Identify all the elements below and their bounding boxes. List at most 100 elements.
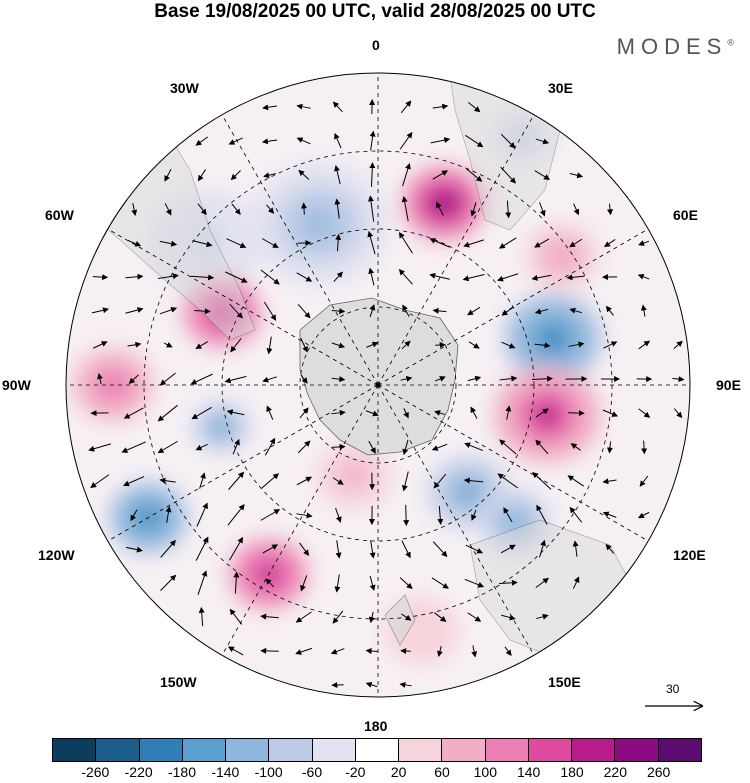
colorbar-swatch (53, 739, 96, 761)
wind-arrow (434, 376, 446, 382)
wind-arrow (435, 342, 446, 349)
wind-arrow (434, 612, 447, 622)
latitude-circle (299, 306, 457, 464)
wind-arrow (123, 407, 144, 419)
colorbar-tick-label: -180 (167, 764, 197, 780)
wind-arrow (199, 472, 206, 489)
wind-arrow (673, 408, 683, 419)
meridian-line (221, 384, 379, 656)
wind-arrow (534, 342, 551, 349)
wind-arrow (437, 645, 443, 658)
wind-arrow (197, 203, 207, 216)
wind-arrow (368, 440, 376, 454)
wind-arrow (331, 409, 346, 416)
wind-arrow (158, 273, 179, 280)
meridian-line (107, 228, 379, 386)
wind-arrow (539, 539, 546, 558)
wind-arrow (465, 134, 484, 148)
wind-arrow (470, 406, 478, 419)
wind-arrow (497, 473, 519, 489)
wind-arrow (263, 172, 277, 179)
colorbar-tick-label: 100 (473, 764, 498, 780)
label-120w: 120W (38, 547, 75, 563)
colorbar-swatch (268, 739, 312, 761)
wind-arrow (229, 536, 243, 561)
wind-arrow (467, 375, 482, 382)
wind-arrow (569, 238, 583, 248)
wind-arrow (332, 610, 344, 624)
wind-arrow (672, 376, 685, 383)
wind-arrow (92, 274, 109, 281)
colorbar-tick-label: 140 (516, 764, 541, 780)
colorbar-tick-label: -20 (345, 764, 366, 780)
wind-arrow (402, 439, 409, 456)
wind-arrow (194, 308, 211, 315)
wind-arrow (639, 475, 649, 487)
wind-arrow (265, 578, 275, 588)
wind-arrow (196, 502, 208, 527)
wind-arrow (539, 202, 546, 217)
map-title: Base 19/08/2025 00 UTC, valid 28/08/2025… (154, 1, 596, 22)
wind-arrow (602, 478, 617, 485)
wind-arrow (432, 103, 449, 110)
wind-arrow (297, 239, 312, 246)
wind-arrow (673, 340, 683, 350)
wind-arrow (467, 612, 482, 622)
wind-arrow (369, 540, 376, 559)
wind-arrow (297, 440, 311, 454)
wind-arrow (369, 130, 376, 151)
meridian-line (107, 384, 379, 542)
wind-arrow (468, 101, 481, 113)
wind-arrow (157, 440, 178, 454)
wind-arrow (300, 374, 308, 384)
wind-arrow (369, 575, 376, 592)
wind-arrow (93, 341, 108, 349)
wind-arrow (399, 131, 413, 150)
wind-arrow (569, 506, 583, 523)
colorbar-tick-label: 60 (434, 764, 450, 780)
label-30e: 30E (548, 80, 573, 96)
wind-arrow (465, 544, 484, 554)
wind-arrow (568, 341, 585, 348)
wind-arrow (197, 169, 207, 182)
wind-arrow (198, 606, 205, 627)
wind-arrow (260, 269, 280, 285)
wind-arrow (159, 240, 178, 247)
wind-arrow (296, 476, 313, 486)
wind-arrow (399, 681, 412, 688)
wind-arrow (637, 511, 650, 519)
colorbar-swatch (138, 739, 182, 761)
wind-arrow (300, 575, 308, 592)
wind-arrow (500, 133, 516, 149)
graticule (66, 73, 690, 697)
wind-arrow (401, 340, 411, 350)
wind-arrow (402, 162, 411, 187)
wind-arrow (569, 307, 582, 314)
wind-arrow (437, 505, 444, 525)
wind-arrow (298, 169, 310, 180)
colorbar-swatch (225, 739, 269, 761)
wind-arrow (300, 338, 308, 353)
wind-arrow (333, 271, 343, 283)
colorbar-swatch (657, 739, 701, 761)
wind-arrow (499, 579, 518, 586)
wind-arrow (401, 471, 409, 492)
wind-arrow (434, 410, 446, 416)
wind-arrow (570, 443, 581, 451)
reference-vector: 30 (640, 682, 710, 712)
wind-arrow (296, 512, 313, 519)
colorbar-tick-label: 220 (603, 764, 628, 780)
wind-arrow (573, 203, 580, 216)
wind-arrow (503, 507, 513, 523)
wind-arrow (164, 168, 172, 182)
label-120e: 120E (673, 547, 706, 563)
wind-arrow (499, 375, 518, 382)
wind-arrow (602, 511, 617, 518)
wind-arrow (433, 473, 447, 489)
wind-arrow (335, 233, 342, 252)
wind-arrow (159, 306, 178, 315)
wind-arrow (157, 404, 178, 422)
wind-arrow (569, 172, 584, 179)
meridian-line (377, 384, 535, 656)
